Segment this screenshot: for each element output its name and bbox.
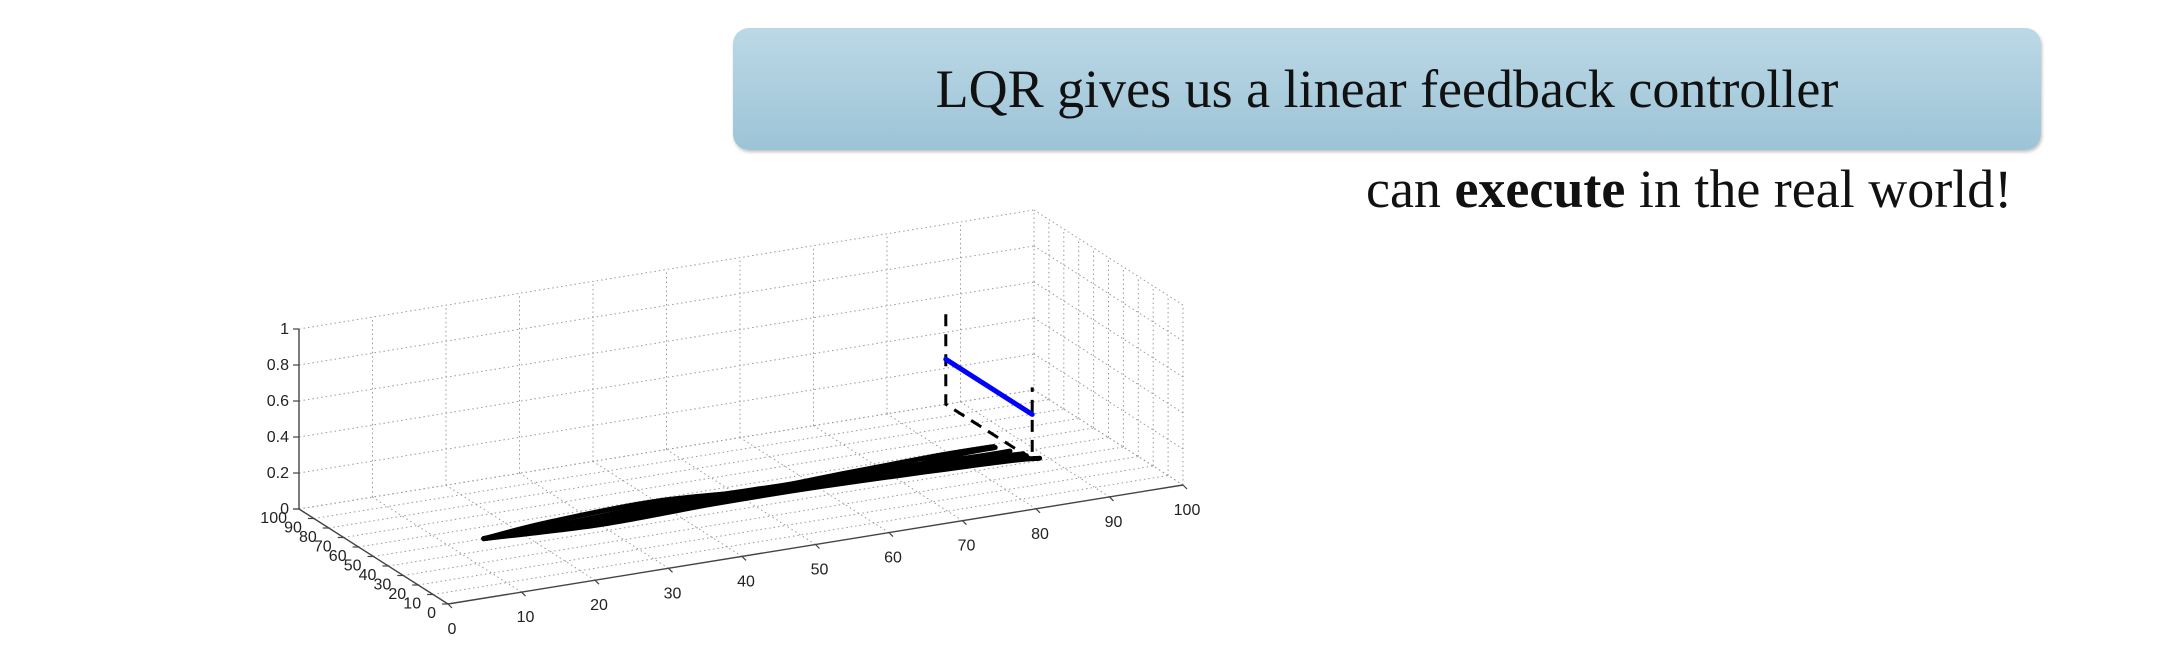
x-tick-mark-0 [447,603,453,609]
trajectory-line-3 [481,455,1043,542]
x-tick-label-6: 60 [884,550,902,567]
trajectory-line-5 [481,451,1026,542]
caption-after: in the real world! [1625,159,2013,219]
callout-box: LQR gives us a linear feedback controlle… [733,28,2041,150]
y-tick-label-9: 90 [284,520,302,537]
y-tick-label-7: 70 [314,539,332,556]
x-tick-label-7: 70 [958,538,976,555]
y-tick-label-0: 0 [427,605,436,622]
callout-text: LQR gives us a linear feedback controlle… [935,59,1839,119]
axes-grid [298,209,1184,605]
x-tick-mark-3 [668,567,673,573]
y-tick-label-3: 30 [374,577,392,594]
x-tick-mark-10 [1182,484,1188,490]
caption-text: can execute in the real world! [1366,158,2012,220]
caption-before: can [1366,159,1455,219]
x-tick-label-10: 100 [1174,502,1201,519]
x-tick-mark-5 [815,544,820,549]
z-tick-label-5: 1 [280,321,289,338]
blue-line-group [943,356,1035,417]
x-tick-mark-7 [962,520,967,526]
x-tick-mark-8 [1035,508,1041,514]
y-tick-label-4: 40 [359,567,377,584]
y-tick-label-10: 100 [260,510,287,527]
z-tick-label-0: 0 [280,501,289,518]
x-tick-label-0: 0 [448,621,457,638]
z-tick-label-2: 0.4 [267,429,289,446]
x-tick-label-8: 80 [1031,526,1049,543]
z-tick-label-4: 0.8 [267,357,289,374]
caption-emphasis: execute [1454,159,1626,219]
x-tick-mark-1 [521,591,526,597]
y-tick-label-2: 20 [388,586,406,603]
floor-grid-y-4 [388,446,1124,567]
x-tick-mark-2 [594,579,600,585]
x-tick-label-1: 10 [517,609,535,626]
y-tick-label-1: 10 [403,596,421,613]
x-tick-mark-9 [1109,496,1114,502]
x-tick-label-9: 90 [1105,514,1123,531]
y-tick-label-6: 60 [329,548,347,565]
x-tick-mark-6 [888,532,894,538]
x-tick-mark-4 [741,555,747,561]
x-tick-label-4: 40 [737,573,755,590]
z-tick-label-3: 0.6 [267,393,289,410]
y-tick-label-5: 50 [344,558,362,575]
axis-ticks: 0102030405060708090100010203040506070809… [260,321,1200,638]
floor-grid-x-1 [372,496,522,593]
y-tick-label-8: 80 [299,529,317,546]
blue-line [943,356,1035,417]
x-tick-label-5: 50 [811,562,829,579]
z-tick-label-1: 0.2 [267,465,289,482]
trajectory-series [481,444,1043,542]
x-tick-label-3: 30 [664,585,682,602]
x-tick-label-2: 20 [590,597,608,614]
